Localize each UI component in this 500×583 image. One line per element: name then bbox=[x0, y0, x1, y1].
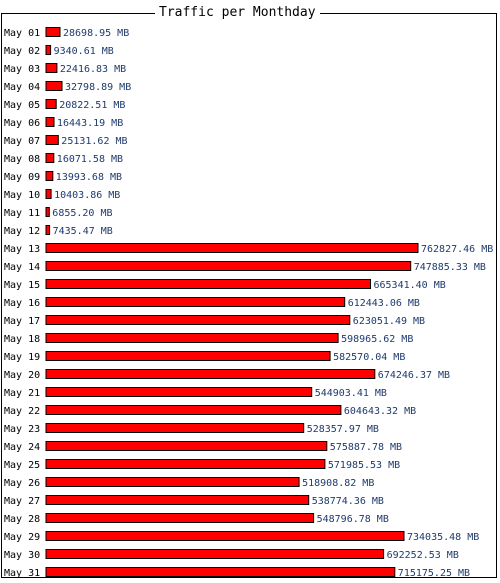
day-label: May 10 bbox=[4, 190, 40, 201]
value-label: 715175.25 MB bbox=[398, 568, 470, 579]
day-label: May 06 bbox=[4, 118, 40, 129]
traffic-bar bbox=[45, 351, 331, 361]
day-label: May 07 bbox=[4, 136, 40, 147]
traffic-bar bbox=[45, 153, 55, 163]
traffic-bar bbox=[45, 333, 339, 343]
traffic-bar bbox=[45, 297, 346, 307]
traffic-bar bbox=[45, 261, 412, 271]
day-label: May 04 bbox=[4, 82, 40, 93]
day-label: May 22 bbox=[4, 406, 40, 417]
value-label: 528357.97 MB bbox=[307, 424, 379, 435]
day-label: May 16 bbox=[4, 298, 40, 309]
day-label: May 31 bbox=[4, 568, 40, 579]
day-label: May 09 bbox=[4, 172, 40, 183]
day-label: May 01 bbox=[4, 28, 40, 39]
value-label: 16071.58 MB bbox=[57, 154, 123, 165]
value-label: 598965.62 MB bbox=[341, 334, 413, 345]
day-label: May 19 bbox=[4, 352, 40, 363]
traffic-bar bbox=[45, 405, 342, 415]
day-label: May 29 bbox=[4, 532, 40, 543]
traffic-bar bbox=[45, 387, 313, 397]
traffic-bar bbox=[45, 117, 55, 127]
value-label: 10403.86 MB bbox=[54, 190, 120, 201]
traffic-bar bbox=[45, 81, 63, 91]
traffic-bar bbox=[45, 567, 396, 577]
traffic-bar bbox=[45, 243, 419, 253]
value-label: 665341.40 MB bbox=[374, 280, 446, 291]
value-label: 7435.47 MB bbox=[53, 226, 113, 237]
traffic-bar bbox=[45, 225, 51, 235]
day-label: May 28 bbox=[4, 514, 40, 525]
day-label: May 03 bbox=[4, 64, 40, 75]
day-label: May 26 bbox=[4, 478, 40, 489]
value-label: 692252.53 MB bbox=[387, 550, 459, 561]
traffic-bar bbox=[45, 513, 315, 523]
traffic-bar bbox=[45, 441, 328, 451]
value-label: 734035.48 MB bbox=[407, 532, 479, 543]
traffic-bar bbox=[45, 171, 54, 181]
value-label: 747885.33 MB bbox=[414, 262, 486, 273]
day-label: May 08 bbox=[4, 154, 40, 165]
traffic-bar bbox=[45, 531, 405, 541]
traffic-bar bbox=[45, 477, 300, 487]
day-label: May 14 bbox=[4, 262, 40, 273]
day-label: May 25 bbox=[4, 460, 40, 471]
traffic-bar bbox=[45, 495, 310, 505]
day-label: May 30 bbox=[4, 550, 40, 561]
traffic-bar bbox=[45, 135, 59, 145]
value-label: 538774.36 MB bbox=[312, 496, 384, 507]
value-label: 518908.82 MB bbox=[302, 478, 374, 489]
traffic-bar bbox=[45, 549, 385, 559]
chart-title: Traffic per Monthday bbox=[155, 3, 320, 23]
day-label: May 15 bbox=[4, 280, 40, 291]
value-label: 571985.53 MB bbox=[328, 460, 400, 471]
traffic-bar bbox=[45, 99, 57, 109]
day-label: May 02 bbox=[4, 46, 40, 57]
day-label: May 20 bbox=[4, 370, 40, 381]
traffic-bar bbox=[45, 189, 52, 199]
traffic-bar bbox=[45, 459, 326, 469]
traffic-bar bbox=[45, 279, 371, 289]
value-label: 548796.78 MB bbox=[317, 514, 389, 525]
value-label: 575887.78 MB bbox=[330, 442, 402, 453]
value-label: 674246.37 MB bbox=[378, 370, 450, 381]
day-label: May 24 bbox=[4, 442, 40, 453]
day-label: May 12 bbox=[4, 226, 40, 237]
day-label: May 23 bbox=[4, 424, 40, 435]
traffic-bar bbox=[45, 207, 50, 217]
value-label: 25131.62 MB bbox=[61, 136, 127, 147]
traffic-bar bbox=[45, 423, 305, 433]
traffic-bar bbox=[45, 45, 52, 55]
value-label: 22416.83 MB bbox=[60, 64, 126, 75]
value-label: 612443.06 MB bbox=[348, 298, 420, 309]
value-label: 6855.20 MB bbox=[52, 208, 112, 219]
traffic-bar bbox=[45, 27, 61, 37]
traffic-bar bbox=[45, 369, 376, 379]
value-label: 32798.89 MB bbox=[65, 82, 131, 93]
traffic-bar bbox=[45, 63, 58, 73]
value-label: 9340.61 MB bbox=[54, 46, 114, 57]
day-label: May 18 bbox=[4, 334, 40, 345]
value-label: 582570.04 MB bbox=[333, 352, 405, 363]
traffic-bar bbox=[45, 315, 351, 325]
value-label: 20822.51 MB bbox=[59, 100, 125, 111]
value-label: 28698.95 MB bbox=[63, 28, 129, 39]
day-label: May 17 bbox=[4, 316, 40, 327]
value-label: 762827.46 MB bbox=[421, 244, 493, 255]
day-label: May 27 bbox=[4, 496, 40, 507]
day-label: May 05 bbox=[4, 100, 40, 111]
value-label: 16443.19 MB bbox=[57, 118, 123, 129]
day-label: May 13 bbox=[4, 244, 40, 255]
value-label: 13993.68 MB bbox=[56, 172, 122, 183]
value-label: 544903.41 MB bbox=[315, 388, 387, 399]
value-label: 604643.32 MB bbox=[344, 406, 416, 417]
value-label: 623051.49 MB bbox=[353, 316, 425, 327]
day-label: May 11 bbox=[4, 208, 40, 219]
day-label: May 21 bbox=[4, 388, 40, 399]
